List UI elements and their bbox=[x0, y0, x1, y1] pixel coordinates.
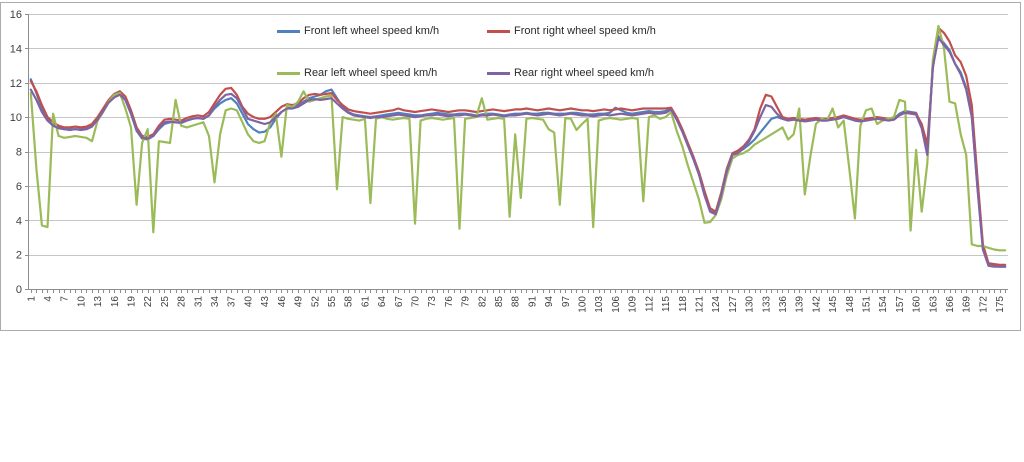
svg-text:52: 52 bbox=[310, 296, 321, 308]
svg-text:67: 67 bbox=[394, 296, 405, 308]
svg-text:40: 40 bbox=[243, 296, 254, 308]
svg-text:25: 25 bbox=[160, 296, 171, 308]
legend-item-rear-right: Rear right wheel speed km/h bbox=[487, 66, 654, 80]
svg-text:49: 49 bbox=[294, 296, 305, 308]
svg-text:136: 136 bbox=[778, 296, 789, 313]
svg-text:22: 22 bbox=[143, 296, 154, 308]
svg-text:64: 64 bbox=[377, 296, 388, 308]
svg-text:19: 19 bbox=[127, 296, 138, 308]
svg-text:85: 85 bbox=[494, 296, 505, 308]
svg-text:79: 79 bbox=[461, 296, 472, 308]
svg-text:127: 127 bbox=[728, 296, 739, 313]
svg-text:61: 61 bbox=[360, 296, 371, 308]
svg-text:13: 13 bbox=[93, 296, 104, 308]
svg-text:4: 4 bbox=[43, 296, 54, 302]
svg-text:73: 73 bbox=[427, 296, 438, 308]
legend-marker-rear-left bbox=[277, 71, 300, 75]
chart-frame bbox=[0, 2, 1021, 331]
svg-text:115: 115 bbox=[661, 296, 672, 312]
svg-text:148: 148 bbox=[845, 296, 856, 313]
svg-text:88: 88 bbox=[511, 296, 522, 308]
svg-text:16: 16 bbox=[10, 9, 22, 21]
svg-text:94: 94 bbox=[544, 296, 555, 308]
svg-text:43: 43 bbox=[260, 296, 271, 308]
svg-text:31: 31 bbox=[193, 296, 204, 308]
svg-text:82: 82 bbox=[477, 296, 488, 308]
series-line-rear-right-wheel-speed-km-h bbox=[29, 36, 1007, 268]
y-axis-labels: 0 2 4 6 8 10 12 14 16 bbox=[10, 9, 22, 296]
svg-text:2: 2 bbox=[16, 250, 22, 262]
axes bbox=[25, 14, 1008, 293]
svg-text:58: 58 bbox=[344, 296, 355, 308]
svg-text:130: 130 bbox=[745, 296, 756, 313]
svg-text:10: 10 bbox=[76, 296, 87, 308]
svg-text:37: 37 bbox=[227, 296, 238, 308]
legend-item-front-right: Front right wheel speed km/h bbox=[487, 24, 656, 38]
svg-text:175: 175 bbox=[995, 296, 1006, 313]
svg-text:12: 12 bbox=[10, 78, 22, 90]
svg-text:124: 124 bbox=[711, 296, 722, 313]
svg-text:106: 106 bbox=[611, 296, 622, 313]
svg-text:97: 97 bbox=[561, 296, 572, 308]
svg-text:46: 46 bbox=[277, 296, 288, 308]
svg-text:55: 55 bbox=[327, 296, 338, 308]
svg-text:76: 76 bbox=[444, 296, 455, 308]
svg-text:103: 103 bbox=[594, 296, 605, 313]
svg-text:160: 160 bbox=[912, 296, 923, 313]
svg-text:169: 169 bbox=[962, 296, 973, 313]
legend-marker-rear-right bbox=[487, 71, 510, 75]
svg-text:28: 28 bbox=[177, 296, 188, 308]
svg-text:8: 8 bbox=[16, 147, 22, 159]
svg-text:91: 91 bbox=[527, 296, 538, 308]
svg-text:100: 100 bbox=[578, 296, 589, 313]
legend-item-front-left: Front left wheel speed km/h bbox=[277, 24, 439, 38]
svg-text:6: 6 bbox=[16, 181, 22, 193]
legend-marker-front-left bbox=[277, 29, 300, 33]
svg-text:142: 142 bbox=[811, 296, 822, 313]
svg-text:4: 4 bbox=[16, 215, 22, 227]
svg-text:133: 133 bbox=[761, 296, 772, 313]
svg-text:109: 109 bbox=[628, 296, 639, 313]
svg-text:0: 0 bbox=[16, 284, 22, 296]
svg-text:139: 139 bbox=[795, 296, 806, 313]
legend-label-rear-right: Rear right wheel speed km/h bbox=[514, 67, 655, 79]
svg-text:154: 154 bbox=[878, 296, 889, 313]
svg-text:163: 163 bbox=[928, 296, 939, 313]
svg-text:166: 166 bbox=[945, 296, 956, 313]
svg-text:118: 118 bbox=[678, 296, 689, 312]
x-axis-labels: 1 4 7 10 13 16 19 22 25 28 31 34 37 40 43 46 49 52 55 58 61 6… bbox=[26, 296, 1006, 313]
svg-text:10: 10 bbox=[10, 112, 22, 124]
svg-text:7: 7 bbox=[60, 296, 71, 302]
series-line-rear-left-wheel-speed-km-h bbox=[29, 24, 1007, 252]
svg-text:157: 157 bbox=[895, 296, 906, 313]
legend-label-front-left: Front left wheel speed km/h bbox=[304, 25, 440, 37]
svg-text:14: 14 bbox=[10, 43, 22, 55]
gridlines bbox=[28, 14, 1008, 256]
svg-text:34: 34 bbox=[210, 296, 221, 308]
svg-text:145: 145 bbox=[828, 296, 839, 313]
svg-text:70: 70 bbox=[410, 296, 421, 308]
legend-marker-front-right bbox=[487, 29, 510, 33]
legend-item-rear-left: Rear left wheel speed km/h bbox=[277, 66, 437, 80]
svg-text:112: 112 bbox=[644, 296, 655, 312]
legend-label-rear-left: Rear left wheel speed km/h bbox=[304, 67, 438, 79]
svg-text:16: 16 bbox=[110, 296, 121, 308]
series-line-front-right-wheel-speed-km-h bbox=[29, 26, 1007, 266]
svg-text:172: 172 bbox=[978, 296, 989, 313]
legend-label-front-right: Front right wheel speed km/h bbox=[514, 25, 656, 37]
svg-text:151: 151 bbox=[862, 296, 873, 313]
svg-text:1: 1 bbox=[26, 296, 37, 302]
svg-text:121: 121 bbox=[694, 296, 705, 313]
